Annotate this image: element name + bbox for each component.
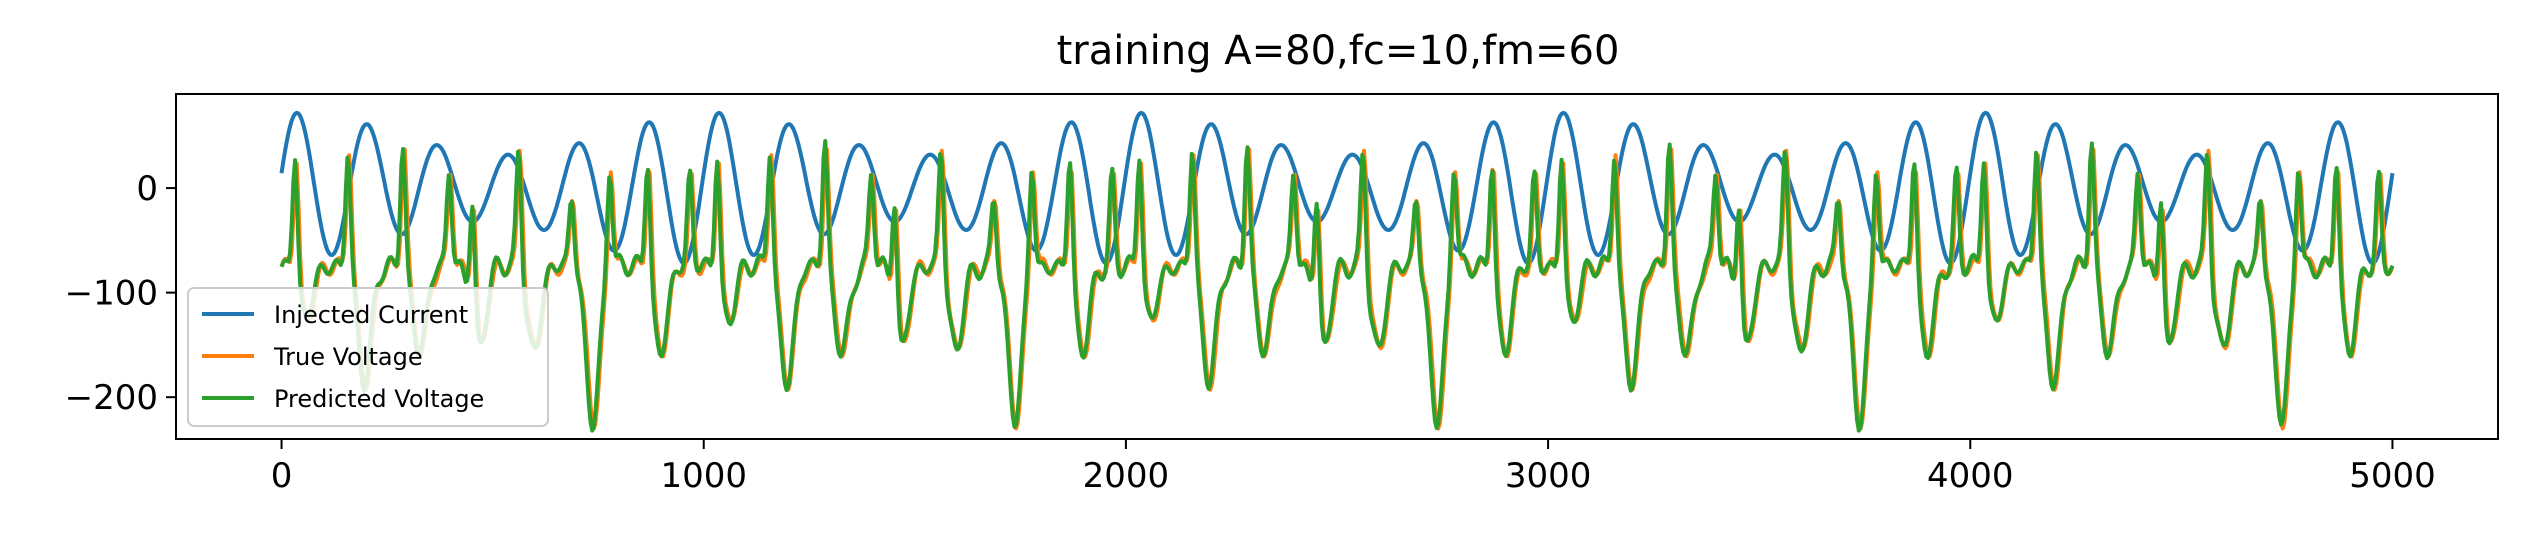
series-line-predicted-voltage xyxy=(279,139,2395,433)
x-axis: 0 1000 2000 3000 4000 5000 xyxy=(271,439,2436,496)
series-line-injected-current xyxy=(279,110,2395,266)
x-tick-label: 4000 xyxy=(1927,456,2014,496)
plot-area xyxy=(279,110,2395,433)
x-tick-label: 2000 xyxy=(1083,456,1170,496)
legend-label: Injected Current xyxy=(274,301,468,329)
x-tick-label: 1000 xyxy=(660,456,747,496)
x-tick-label: 3000 xyxy=(1505,456,1592,496)
legend-label: True Voltage xyxy=(273,343,423,371)
x-tick-label: 5000 xyxy=(2349,456,2436,496)
y-axis: 0 −100 −200 xyxy=(65,169,176,418)
y-tick-label: 0 xyxy=(136,169,158,209)
legend-label: Predicted Voltage xyxy=(274,385,484,413)
plot-frame xyxy=(175,93,2499,440)
x-tick-label: 0 xyxy=(271,456,293,496)
y-tick-label: −200 xyxy=(65,378,158,418)
y-tick-label: −100 xyxy=(65,274,158,314)
legend-box xyxy=(187,287,549,427)
chart-title: training A=80,fc=10,fm=60 xyxy=(1057,28,1620,74)
legend: Injected Current True Voltage Predicted Vo… xyxy=(187,287,549,427)
